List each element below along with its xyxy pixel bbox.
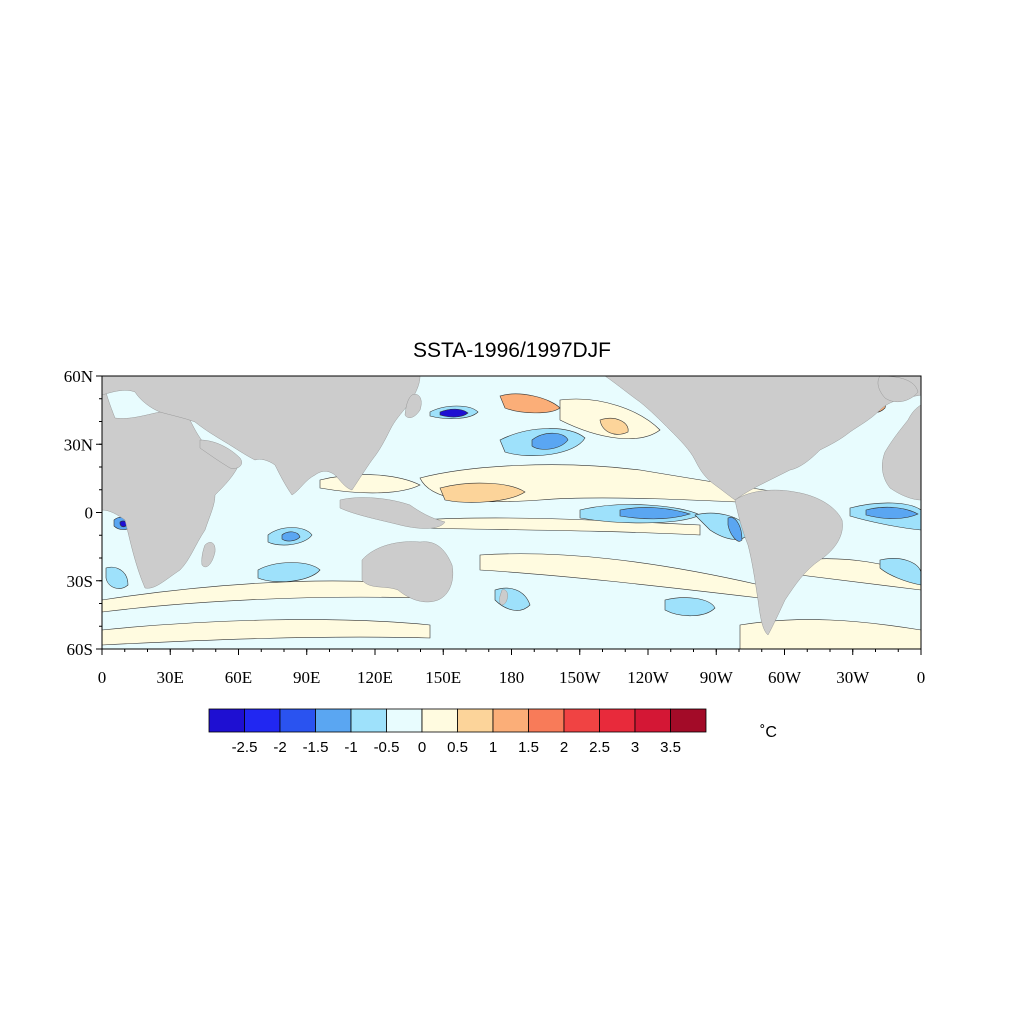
land-africa [102,376,241,589]
warm-anomaly-w-pacific [439,482,526,503]
colorbar-label: 2 [560,739,568,756]
colorbar-swatch [279,708,316,733]
lon-tick-label: 90W [700,668,734,687]
cold-anomaly-e-eq-pacific-core [619,507,692,520]
land-arabia [199,439,242,469]
colorbar-label: 0.5 [447,739,468,756]
latitude-axis: 60N 30N 0 30S 60S [64,367,102,659]
warm-anomaly-kuroshio [599,418,629,435]
lon-tick-label: 120E [357,668,393,687]
land-north-america [604,376,921,501]
land-japan [404,394,422,418]
colorbar-label: -1.5 [303,739,329,756]
lon-tick-label: 60W [768,668,802,687]
land-new-zealand [499,589,508,606]
lon-tick-label: 180 [499,668,525,687]
land-australia [361,541,454,603]
colorbar-swatch [563,708,600,733]
colorbar-label: 1 [489,739,497,756]
land-eurasia [102,376,421,496]
land-south-america [734,489,843,636]
colorbar-swatch [244,708,281,733]
land-masses [102,376,921,636]
land-madagascar [201,542,216,568]
lat-tick-label: 60N [64,367,93,386]
cold-anomaly-w-africa [105,566,129,589]
lon-tick-label: 120W [627,668,670,687]
lat-tick-label: 30N [64,435,93,454]
colorbar-label: -0.5 [374,739,400,756]
cold-anomaly-peru-core [727,517,743,542]
cold-anomaly-indian-ocean-core [281,531,301,542]
lon-tick-label: 90E [293,668,320,687]
colorbar-label: -2 [273,739,286,756]
lon-tick-label: 30E [157,668,184,687]
cold-anomaly-s-indian [257,562,321,583]
colorbar-swatch [350,708,387,733]
colorbar-swatch [670,708,707,733]
land-maritime-asia [339,497,446,529]
map-title: SSTA-1996/1997DJF [412,339,612,362]
lon-tick-label: 0 [917,668,926,687]
cold-anomaly-eq-atlantic-core [865,506,919,519]
colorbar-label: 2.5 [589,739,610,756]
colorbar: -2.5 -2 -1.5 -1 -0.5 0 0.5 1 1.5 2 2.5 3 3.5 [208,708,707,756]
cold-anomaly-s-atlantic [879,558,921,586]
land-greenland [877,376,919,403]
lat-tick-label: 60S [67,640,93,659]
cold-anomaly-s-pacific [664,597,716,617]
lon-tick-label: 60E [225,668,252,687]
lat-tick-label: 30S [67,572,93,591]
lat-tick-label: 0 [85,504,94,523]
colorbar-swatch [315,708,352,733]
lon-tick-label: 150E [425,668,461,687]
colorbar-swatch [634,708,671,733]
colorbar-swatch [599,708,636,733]
colorbar-label: 3.5 [660,739,681,756]
longitude-axis: 0 30E 60E 90E 120E 150E 180 150W 120W 90W 60W 30W 0 [98,649,926,687]
warm-anomaly-nw-pacific [499,393,561,414]
colorbar-swatch [386,708,423,733]
land-western-europe-right [882,404,921,501]
cold-anomaly-n-pacific-core [531,432,569,450]
colorbar-label: -1 [344,739,357,756]
colorbar-label: 0 [418,739,426,756]
colorbar-label: -2.5 [232,739,258,756]
cold-anomaly-east-of-japan-core [439,408,469,418]
lon-tick-label: 0 [98,668,107,687]
colorbar-swatch [457,708,494,733]
lon-tick-label: 150W [559,668,602,687]
colorbar-swatch [421,708,458,733]
lon-tick-label: 30W [836,668,870,687]
colorbar-swatch [492,708,529,733]
colorbar-label: 3 [631,739,639,756]
colorbar-label: 1.5 [518,739,539,756]
colorbar-swatch [208,708,245,733]
colorbar-swatch [528,708,565,733]
colorbar-unit: ˚C [760,724,777,741]
